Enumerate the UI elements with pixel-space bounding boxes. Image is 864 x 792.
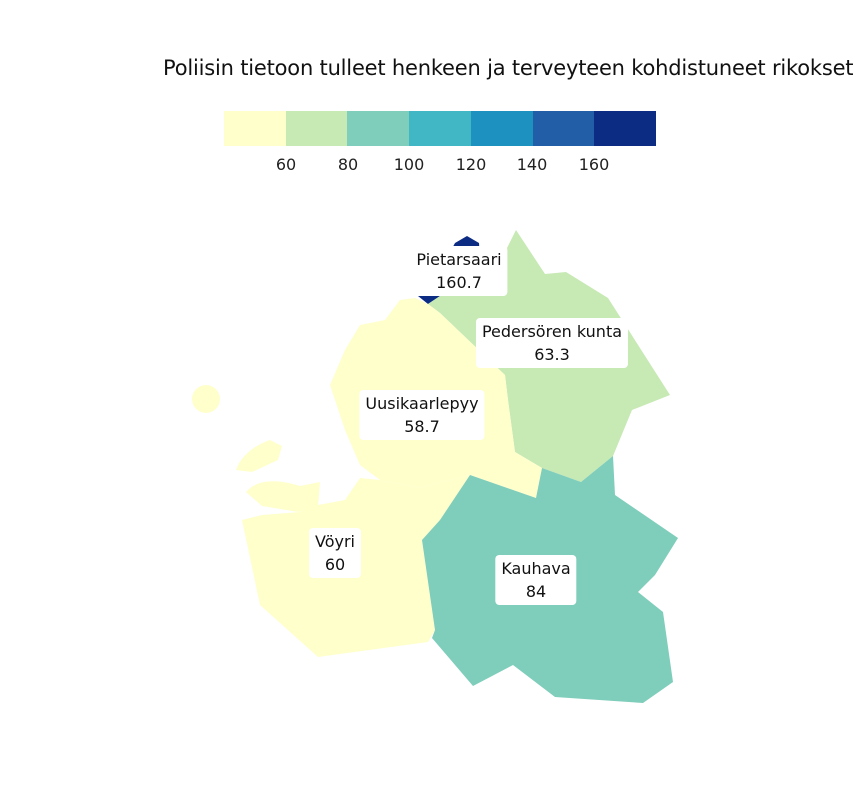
region-name: Kauhava — [501, 559, 571, 578]
region-value: 160.7 — [436, 273, 482, 292]
region-value: 84 — [525, 582, 547, 601]
region-name: Pietarsaari — [416, 250, 502, 269]
region-value: 60 — [324, 555, 346, 574]
region-value: 63.3 — [534, 345, 570, 364]
region-name: Uusikaarlepyy — [365, 394, 479, 413]
legend-tick: 100 — [393, 155, 425, 174]
region-label-pedersoren-kunta: Pedersören kunta 63.3 — [475, 318, 629, 368]
legend-swatch — [224, 111, 286, 146]
region-label-pietarsaari: Pietarsaari 160.7 — [410, 246, 508, 296]
region-voyri-island[interactable] — [192, 385, 220, 413]
legend-tick: 60 — [275, 155, 297, 174]
map-title: Poliisin tietoon tulleet henkeen ja terv… — [163, 56, 854, 80]
color-legend — [224, 111, 657, 146]
region-label-voyri: Vöyri 60 — [309, 528, 361, 578]
region-voyri-island[interactable] — [236, 440, 282, 472]
legend-tick: 160 — [578, 155, 610, 174]
legend-swatch — [285, 111, 348, 146]
region-label-kauhava: Kauhava 84 — [495, 555, 577, 605]
region-voyri-island[interactable] — [246, 481, 320, 512]
legend-swatch — [470, 111, 533, 146]
region-name: Pedersören kunta — [481, 322, 623, 341]
region-name: Vöyri — [315, 532, 355, 551]
legend-swatch — [594, 111, 657, 146]
region-label-uusikaarlepyy: Uusikaarlepyy 58.7 — [359, 390, 485, 440]
legend-swatch — [532, 111, 595, 146]
legend-swatch — [409, 111, 471, 146]
legend-tick: 80 — [337, 155, 359, 174]
legend-tick: 120 — [455, 155, 487, 174]
region-value: 58.7 — [404, 417, 440, 436]
legend-swatch — [347, 111, 410, 146]
legend-tick: 140 — [516, 155, 548, 174]
